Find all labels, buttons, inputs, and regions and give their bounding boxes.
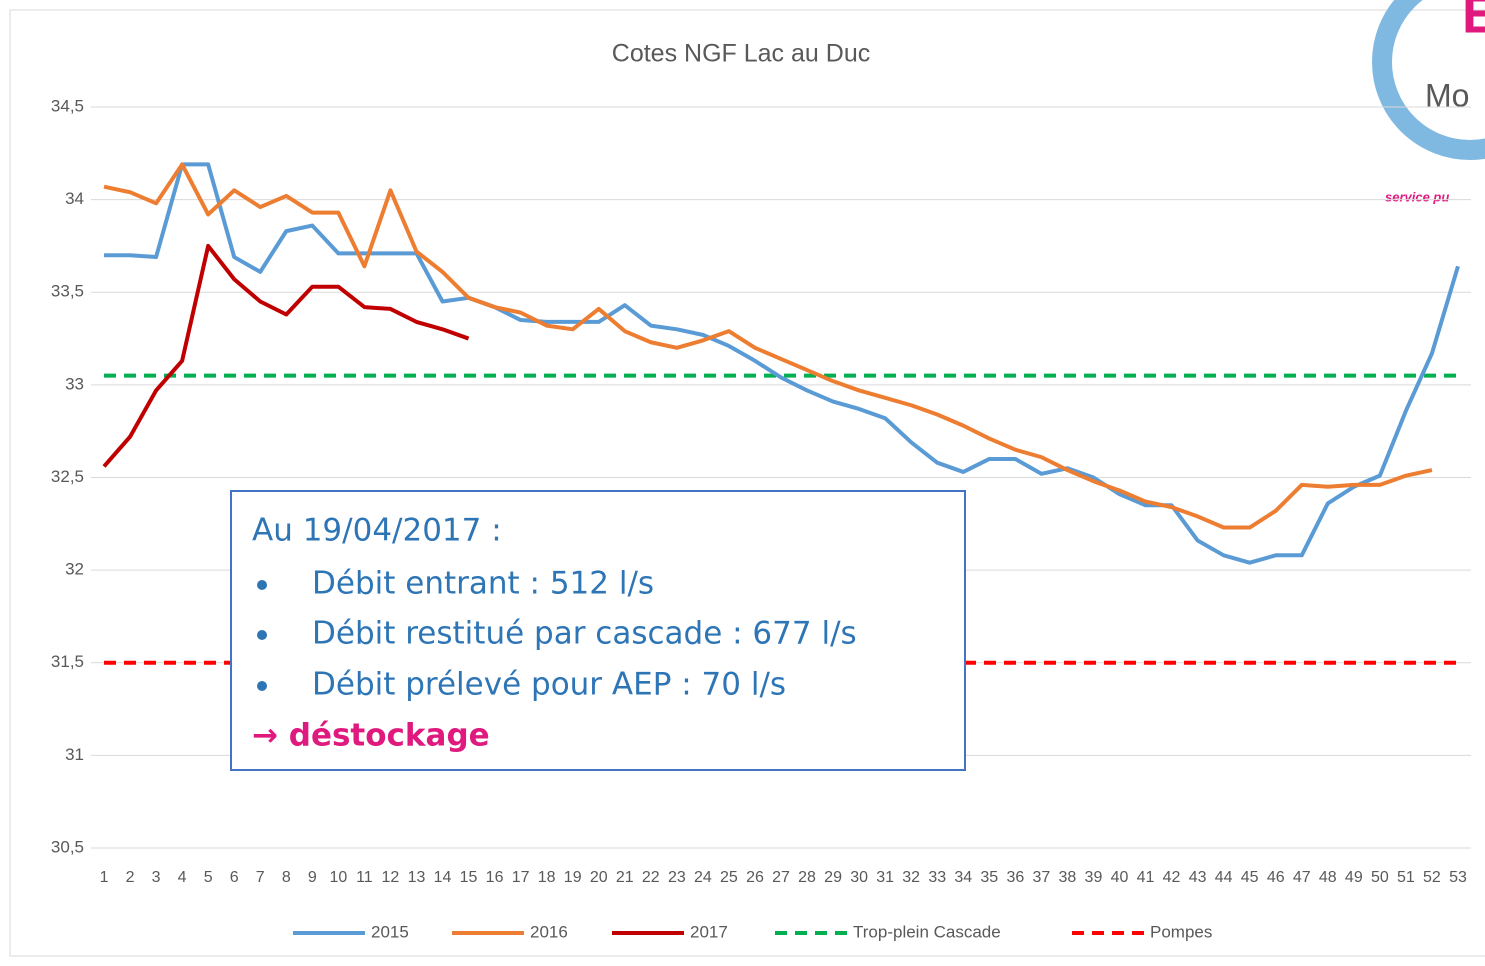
y-tick-label: 32,5 xyxy=(51,467,84,486)
x-tick-label: 5 xyxy=(204,869,213,886)
x-tick-label: 6 xyxy=(230,869,239,886)
x-tick-label: 53 xyxy=(1449,869,1467,886)
x-tick-label: 4 xyxy=(178,869,187,886)
x-tick-label: 1 xyxy=(100,869,109,886)
annotation-item: Débit restitué par cascade : 677 l/s xyxy=(312,616,857,652)
legend-label: 2015 xyxy=(371,922,409,941)
x-tick-label: 51 xyxy=(1397,869,1415,886)
x-tick-label: 48 xyxy=(1319,869,1337,886)
x-tick-label: 16 xyxy=(486,869,504,886)
legend: 2015 2016 2017 Trop-plein Cascade Pompes xyxy=(293,922,1212,941)
x-tick-label: 30 xyxy=(850,869,868,886)
x-tick-label: 52 xyxy=(1423,869,1441,886)
x-tick-label: 17 xyxy=(512,869,530,886)
series-line xyxy=(103,162,1433,530)
x-tick-label: 25 xyxy=(720,869,738,886)
x-tick-label: 27 xyxy=(772,869,790,886)
y-tick-label: 34,5 xyxy=(51,96,84,115)
y-tick-label: 32 xyxy=(65,560,84,579)
y-tick-label: 33,5 xyxy=(51,282,84,301)
x-tick-label: 49 xyxy=(1345,869,1363,886)
x-tick-label: 2 xyxy=(126,869,135,886)
x-tick-label: 15 xyxy=(460,869,478,886)
logo-ring xyxy=(1372,0,1485,160)
annotation-conclusion: → déstockage xyxy=(252,718,490,754)
y-tick-label: 33 xyxy=(65,374,84,393)
x-tick-label: 9 xyxy=(308,869,317,886)
annotation-heading: Au 19/04/2017 : xyxy=(252,513,502,549)
legend-label: 2017 xyxy=(690,922,728,941)
logo-text: Mo xyxy=(1425,77,1469,113)
chart-frame xyxy=(9,9,1485,957)
x-tick-label: 29 xyxy=(824,869,842,886)
x-tick-label: 23 xyxy=(668,869,686,886)
x-tick-label: 13 xyxy=(408,869,426,886)
x-tick-label: 35 xyxy=(980,869,998,886)
x-tick-label: 37 xyxy=(1032,869,1050,886)
annotation-item: Débit prélevé pour AEP : 70 l/s xyxy=(312,667,786,703)
series-line xyxy=(104,162,1460,565)
x-tick-label: 33 xyxy=(928,869,946,886)
legend-label: Pompes xyxy=(1150,922,1212,941)
x-tick-label: 36 xyxy=(1006,869,1024,886)
x-tick-label: 43 xyxy=(1189,869,1207,886)
x-tick-label: 22 xyxy=(642,869,660,886)
x-tick-label: 3 xyxy=(152,869,161,886)
annotation-box xyxy=(230,490,966,771)
x-tick-label: 28 xyxy=(798,869,816,886)
x-tick-label: 21 xyxy=(616,869,634,886)
x-tick-label: 14 xyxy=(434,869,452,886)
x-tick-label: 18 xyxy=(538,869,556,886)
y-tick-label: 31,5 xyxy=(51,652,84,671)
x-tick-label: 39 xyxy=(1085,869,1103,886)
legend-label: 2016 xyxy=(530,922,568,941)
x-tick-label: 45 xyxy=(1241,869,1259,886)
x-tick-label: 38 xyxy=(1059,869,1077,886)
bullet xyxy=(257,580,267,590)
x-tick-label: 24 xyxy=(694,869,712,886)
bullet xyxy=(257,630,267,640)
x-tick-label: 7 xyxy=(256,869,265,886)
x-tick-label: 34 xyxy=(954,869,972,886)
legend-label: Trop-plein Cascade xyxy=(853,922,1001,941)
x-tick-label: 8 xyxy=(282,869,291,886)
annotation-item: Débit entrant : 512 l/s xyxy=(312,566,654,602)
x-tick-label: 31 xyxy=(876,869,894,886)
x-tick-label: 46 xyxy=(1267,869,1285,886)
y-tick-label: 30,5 xyxy=(51,837,84,856)
x-tick-label: 47 xyxy=(1293,869,1311,886)
logo-tagline: service pu xyxy=(1385,189,1449,204)
bullet xyxy=(257,681,267,691)
x-tick-label: 12 xyxy=(382,869,400,886)
x-tick-label: 19 xyxy=(564,869,582,886)
x-tick-label: 32 xyxy=(902,869,920,886)
y-tick-label: 34 xyxy=(65,189,84,208)
x-tick-label: 40 xyxy=(1111,869,1129,886)
chart-title: Cotes NGF Lac au Duc xyxy=(612,40,870,68)
x-tick-label: 11 xyxy=(356,869,373,886)
x-tick-label: 10 xyxy=(329,869,347,886)
x-tick-label: 50 xyxy=(1371,869,1389,886)
logo-letter: E xyxy=(1462,0,1485,44)
series-line xyxy=(102,243,470,468)
x-tick-label: 41 xyxy=(1137,869,1155,886)
x-tick-label: 44 xyxy=(1215,869,1233,886)
y-tick-label: 31 xyxy=(65,745,84,764)
x-tick-label: 26 xyxy=(746,869,764,886)
annotation: Au 19/04/2017 : Débit entrant : 512 l/s … xyxy=(230,490,966,771)
x-tick-label: 42 xyxy=(1163,869,1181,886)
x-tick-label: 20 xyxy=(590,869,608,886)
